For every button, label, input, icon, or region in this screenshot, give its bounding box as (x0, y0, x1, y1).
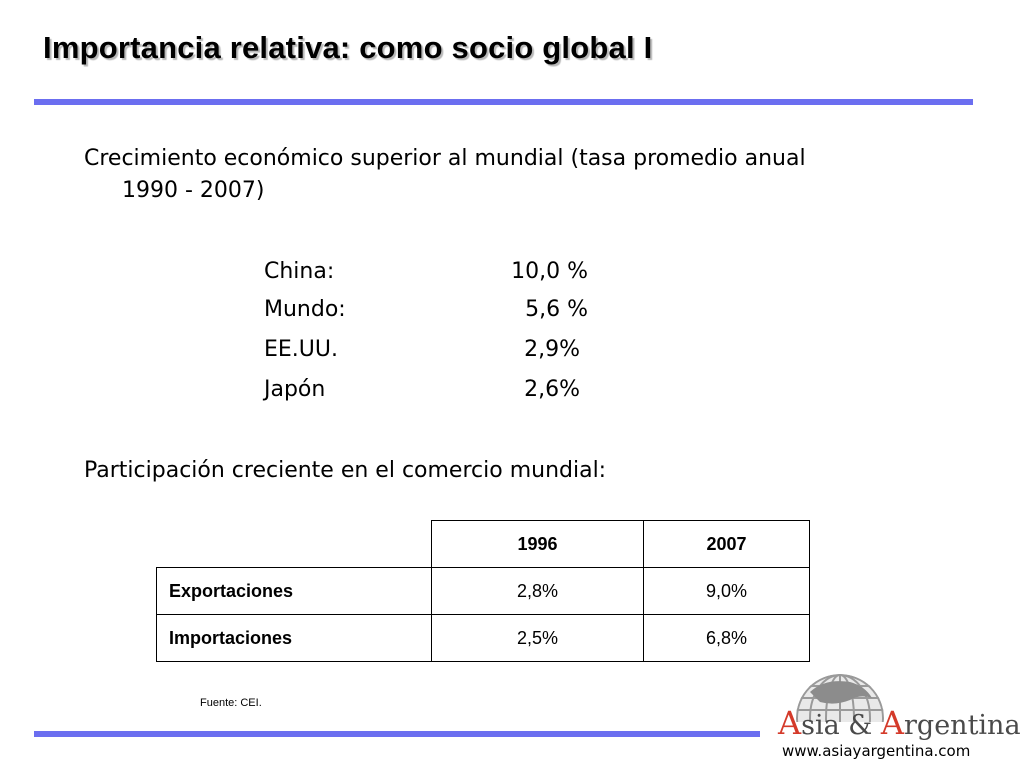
table-header-row: 1996 2007 (156, 520, 810, 568)
logo-wordmark: Asia & Argentina (778, 704, 1021, 742)
table-cell: 2,5% (431, 614, 644, 662)
table-cell: 9,0% (643, 567, 810, 615)
table-corner-cell (156, 520, 432, 568)
table-cell: 2,8% (431, 567, 644, 615)
growth-country: Japón (264, 377, 326, 402)
title-divider (34, 99, 973, 105)
growth-intro: Crecimiento económico superior al mundia… (84, 143, 944, 207)
row-label-exportaciones: Exportaciones (156, 567, 432, 615)
trade-heading: Participación creciente en el comercio m… (84, 458, 607, 483)
growth-value: 5,6 % (525, 297, 588, 322)
logo-text-sia: sia & (801, 710, 881, 741)
growth-intro-line2: 1990 - 2007) (122, 178, 265, 203)
growth-value: 10,0 % (511, 259, 588, 284)
table-row: Importaciones 2,5% 6,8% (156, 614, 810, 662)
table-row: Exportaciones 2,8% 9,0% (156, 567, 810, 615)
growth-value: 2,6% (524, 377, 580, 402)
logo-letter-a2: A (880, 704, 905, 742)
table-cell: 6,8% (643, 614, 810, 662)
growth-intro-line1: Crecimiento económico superior al mundia… (84, 146, 806, 171)
growth-country: China: (264, 259, 335, 284)
trade-share-table: 1996 2007 Exportaciones 2,8% 9,0% Import… (156, 520, 810, 662)
growth-country: Mundo: (264, 297, 346, 322)
column-header-1996: 1996 (431, 520, 644, 568)
column-header-2007: 2007 (643, 520, 810, 568)
logo-url[interactable]: www.asiayargentina.com (782, 742, 971, 760)
logo-letter-a: A (778, 704, 802, 742)
growth-country: EE.UU. (264, 337, 338, 362)
footer-divider (34, 731, 760, 737)
globe-icon (796, 674, 884, 722)
asia-argentina-logo: Asia & Argentina www.asiayargentina.com (770, 670, 1021, 768)
row-label-importaciones: Importaciones (156, 614, 432, 662)
growth-value: 2,9% (524, 337, 580, 362)
slide-title: Importancia relativa: como socio global … (43, 30, 653, 65)
logo-text-rgentina: rgentina (904, 710, 1021, 741)
source-note: Fuente: CEI. (200, 697, 262, 709)
